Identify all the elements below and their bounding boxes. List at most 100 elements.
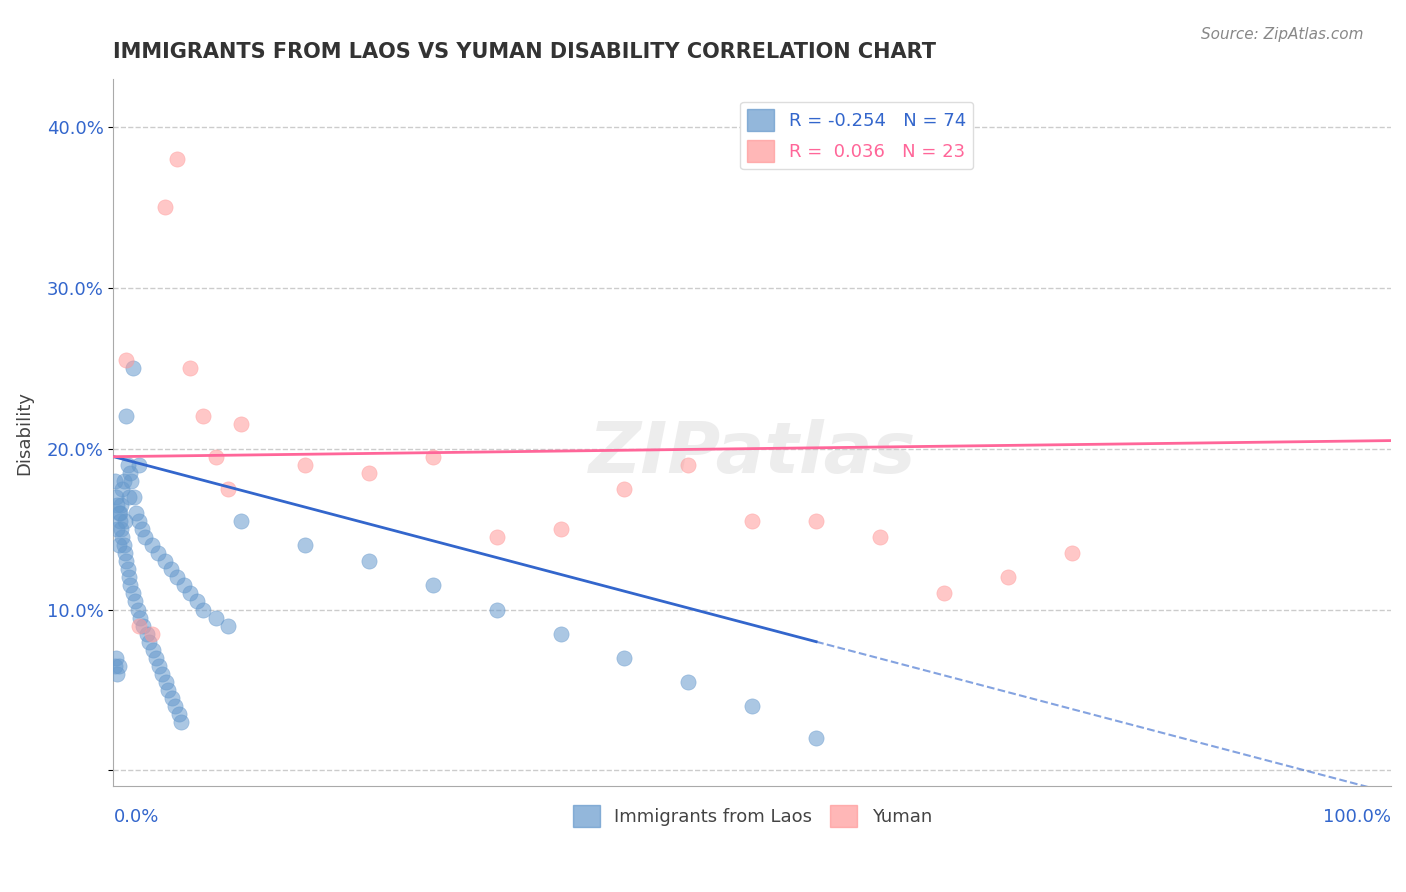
Text: ZIPatlas: ZIPatlas	[589, 419, 915, 488]
Point	[132, 618, 155, 632]
Point	[191, 409, 214, 424]
Point	[173, 578, 195, 592]
Point	[741, 699, 763, 714]
Point	[111, 482, 134, 496]
Point	[105, 498, 128, 512]
Point	[104, 474, 127, 488]
Point	[155, 674, 177, 689]
Point	[114, 514, 136, 528]
Point	[357, 466, 380, 480]
Point	[804, 731, 827, 746]
Point	[121, 586, 143, 600]
Point	[118, 570, 141, 584]
Point	[128, 514, 150, 528]
Point	[128, 618, 150, 632]
Point	[166, 570, 188, 584]
Point	[104, 658, 127, 673]
Point	[294, 538, 316, 552]
Point	[124, 594, 146, 608]
Point	[217, 482, 239, 496]
Point	[217, 618, 239, 632]
Point	[1060, 546, 1083, 560]
Point	[107, 538, 129, 552]
Point	[550, 522, 572, 536]
Point	[120, 578, 142, 592]
Point	[138, 634, 160, 648]
Point	[997, 570, 1019, 584]
Point	[110, 522, 132, 536]
Point	[141, 538, 163, 552]
Y-axis label: Disability: Disability	[15, 391, 32, 475]
Point	[117, 458, 139, 472]
Point	[932, 586, 955, 600]
Point	[485, 530, 508, 544]
Point	[613, 650, 636, 665]
Point	[142, 642, 165, 657]
Point	[741, 514, 763, 528]
Point	[128, 458, 150, 472]
Point	[170, 715, 193, 730]
Point	[134, 530, 156, 544]
Point	[153, 200, 176, 214]
Point	[120, 474, 142, 488]
Point	[114, 546, 136, 560]
Point	[115, 554, 138, 568]
Legend: Immigrants from Laos, Yuman: Immigrants from Laos, Yuman	[565, 797, 939, 834]
Point	[107, 506, 129, 520]
Point	[105, 522, 128, 536]
Point	[129, 610, 152, 624]
Point	[122, 490, 145, 504]
Point	[191, 602, 214, 616]
Point	[127, 602, 149, 616]
Point	[148, 658, 170, 673]
Point	[125, 506, 148, 520]
Point	[167, 707, 190, 722]
Point	[869, 530, 891, 544]
Point	[186, 594, 208, 608]
Point	[135, 626, 157, 640]
Point	[117, 562, 139, 576]
Point	[121, 361, 143, 376]
Point	[141, 626, 163, 640]
Point	[613, 482, 636, 496]
Text: 0.0%: 0.0%	[114, 808, 159, 826]
Point	[204, 610, 226, 624]
Point	[160, 562, 183, 576]
Text: 100.0%: 100.0%	[1323, 808, 1391, 826]
Point	[105, 490, 128, 504]
Point	[105, 666, 128, 681]
Point	[231, 514, 253, 528]
Point	[120, 466, 142, 480]
Point	[145, 650, 167, 665]
Point	[804, 514, 827, 528]
Point	[162, 691, 184, 706]
Point	[422, 578, 444, 592]
Point	[231, 417, 253, 432]
Point	[148, 546, 170, 560]
Point	[163, 699, 186, 714]
Point	[153, 554, 176, 568]
Point	[157, 682, 180, 697]
Point	[485, 602, 508, 616]
Point	[110, 498, 132, 512]
Point	[678, 458, 700, 472]
Text: Source: ZipAtlas.com: Source: ZipAtlas.com	[1201, 27, 1364, 42]
Point	[550, 626, 572, 640]
Point	[112, 474, 135, 488]
Point	[112, 538, 135, 552]
Point	[105, 650, 128, 665]
Point	[422, 450, 444, 464]
Point	[150, 666, 173, 681]
Point	[111, 530, 134, 544]
Point	[294, 458, 316, 472]
Point	[115, 353, 138, 368]
Point	[179, 586, 201, 600]
Point	[131, 522, 153, 536]
Point	[108, 514, 131, 528]
Point	[108, 506, 131, 520]
Text: IMMIGRANTS FROM LAOS VS YUMAN DISABILITY CORRELATION CHART: IMMIGRANTS FROM LAOS VS YUMAN DISABILITY…	[114, 42, 936, 62]
Point	[115, 409, 138, 424]
Point	[166, 152, 188, 166]
Point	[357, 554, 380, 568]
Point	[678, 674, 700, 689]
